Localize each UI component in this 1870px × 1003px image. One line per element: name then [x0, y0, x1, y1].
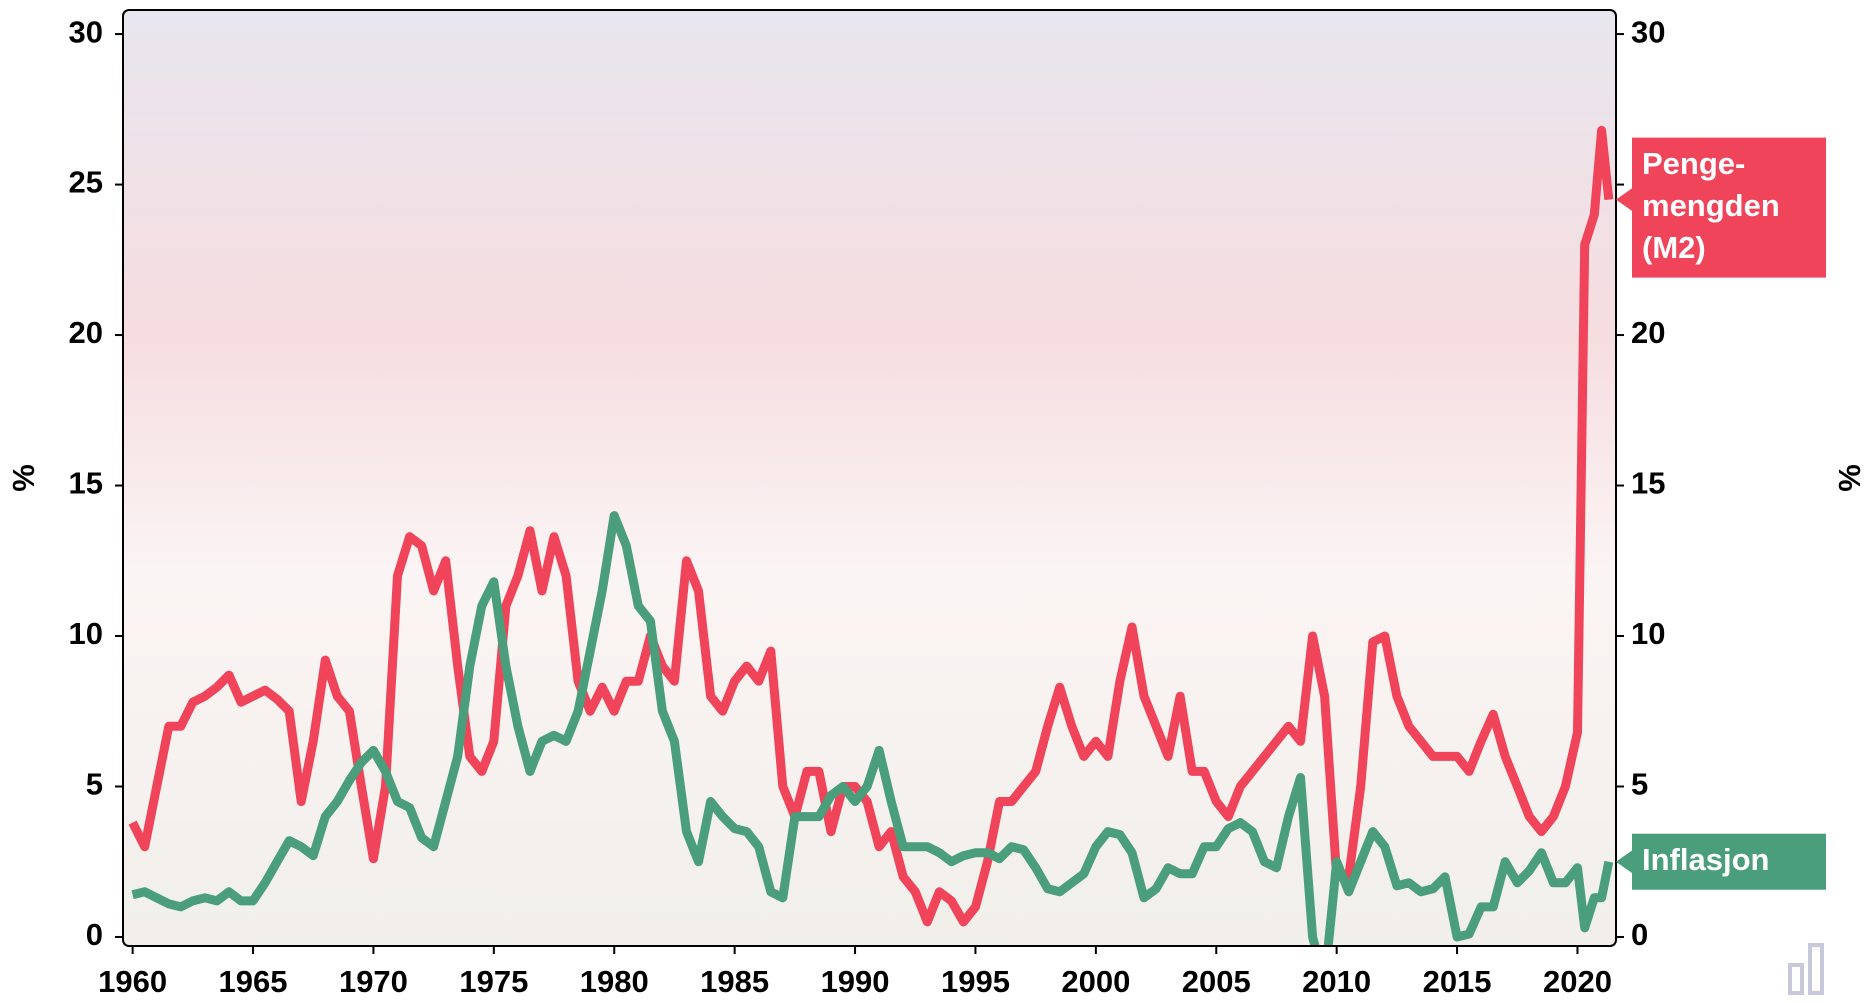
- y2-tick-label: 10: [1631, 616, 1665, 651]
- series-label-pointer: [1616, 187, 1633, 212]
- x-tick-label: 1990: [821, 964, 890, 999]
- x-tick-label: 1985: [700, 964, 769, 999]
- y2-tick-label: 20: [1631, 315, 1665, 350]
- y-axis-label: %: [6, 464, 41, 492]
- y2-tick-label: 0: [1631, 917, 1648, 952]
- y2-axis-label: %: [1832, 464, 1867, 492]
- x-tick-label: 1980: [580, 964, 649, 999]
- y-tick-label: 10: [69, 616, 103, 651]
- y2-tick-label: 30: [1631, 14, 1665, 49]
- x-tick-label: 1970: [339, 964, 408, 999]
- y-tick-label: 25: [69, 165, 103, 200]
- x-tick-label: 2020: [1543, 964, 1612, 999]
- x-tick-label: 2015: [1423, 964, 1492, 999]
- series-label-pointer: [1616, 849, 1633, 874]
- y-tick-label: 0: [86, 917, 103, 952]
- logo: [1788, 943, 1824, 995]
- x-tick-label: 2005: [1182, 964, 1251, 999]
- y-tick-label: 5: [86, 767, 103, 802]
- series-label: mengden: [1642, 188, 1780, 223]
- x-tick-label: 2010: [1302, 964, 1371, 999]
- x-tick-label: 1975: [459, 964, 528, 999]
- x-tick-label: 1965: [219, 964, 288, 999]
- plot-frame: [122, 9, 1617, 947]
- x-tick-label: 1995: [941, 964, 1010, 999]
- series-label: Penge-: [1642, 146, 1745, 181]
- y-tick-label: 20: [69, 315, 103, 350]
- y-tick-label: 30: [69, 14, 103, 49]
- y-tick-label: 15: [69, 466, 103, 501]
- series-label-box: [1632, 833, 1826, 890]
- series-line: [128, 125, 1614, 927]
- series-label: Inflasjon: [1642, 842, 1769, 877]
- series-label-box: [1632, 137, 1826, 278]
- y2-tick-label: 5: [1631, 767, 1648, 802]
- x-tick-label: 1960: [98, 964, 167, 999]
- series-label: (M2): [1642, 230, 1706, 265]
- y2-tick-label: 15: [1631, 466, 1665, 501]
- series-line: [131, 511, 1614, 946]
- x-tick-label: 2000: [1061, 964, 1130, 999]
- plot-area: [128, 125, 1614, 946]
